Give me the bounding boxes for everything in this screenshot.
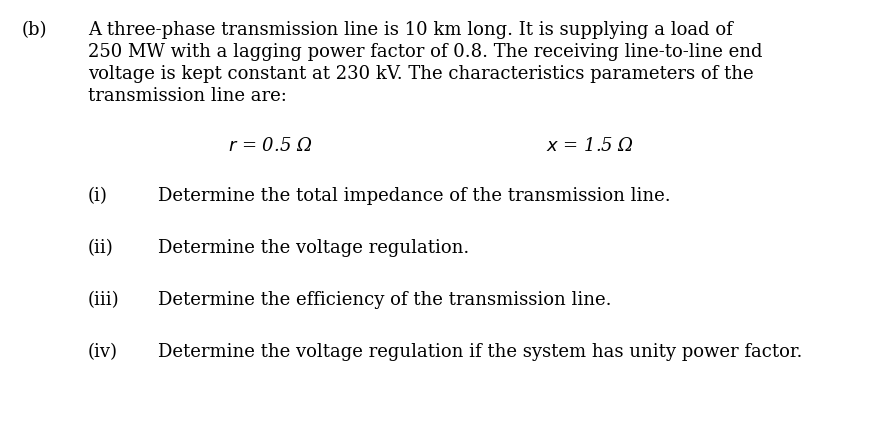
Text: 250 MW with a lagging power factor of 0.8. The receiving line-to-line end: 250 MW with a lagging power factor of 0.… [88,43,762,61]
Text: (iii): (iii) [88,290,120,308]
Text: Determine the voltage regulation if the system has unity power factor.: Determine the voltage regulation if the … [158,342,802,360]
Text: (iv): (iv) [88,342,118,360]
Text: (b): (b) [22,21,47,39]
Text: $r$ = 0.5 Ω: $r$ = 0.5 Ω [228,137,312,155]
Text: voltage is kept constant at 230 kV. The characteristics parameters of the: voltage is kept constant at 230 kV. The … [88,65,753,83]
Text: Determine the voltage regulation.: Determine the voltage regulation. [158,238,469,256]
Text: A three-phase transmission line is 10 km long. It is supplying a load of: A three-phase transmission line is 10 km… [88,21,732,39]
Text: transmission line are:: transmission line are: [88,87,287,105]
Text: Determine the efficiency of the transmission line.: Determine the efficiency of the transmis… [158,290,612,308]
Text: (i): (i) [88,187,108,205]
Text: (ii): (ii) [88,238,114,256]
Text: $x$ = 1.5 Ω: $x$ = 1.5 Ω [546,137,635,155]
Text: Determine the total impedance of the transmission line.: Determine the total impedance of the tra… [158,187,670,205]
